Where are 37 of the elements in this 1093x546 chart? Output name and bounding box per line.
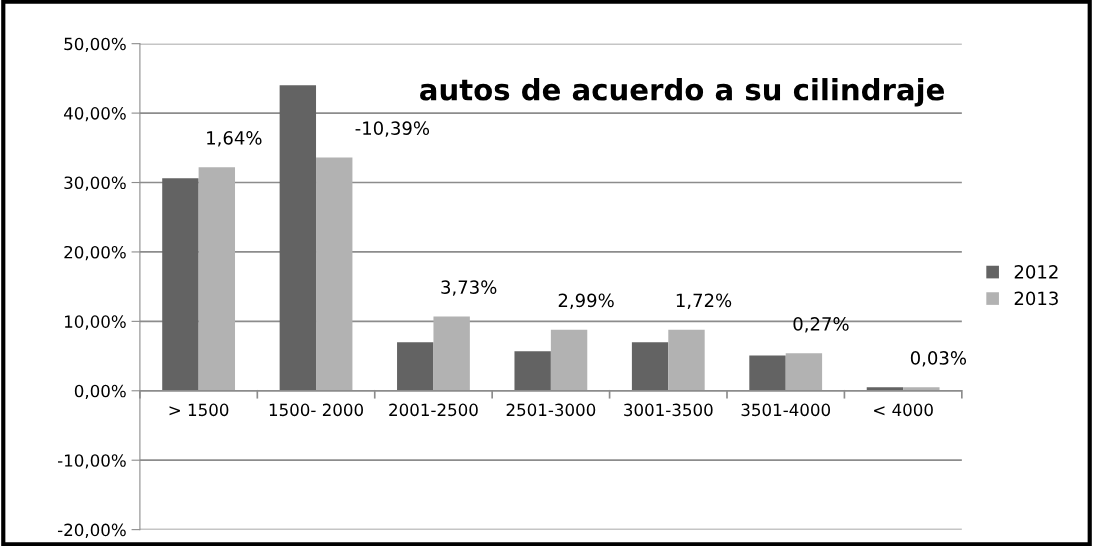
x-tick-label: 3001-3500 [624, 403, 713, 417]
bar [631, 342, 669, 391]
annotation: -10,39% [355, 121, 430, 137]
annotation: 0,27% [793, 317, 849, 333]
bar [785, 353, 823, 391]
x-tick-label: < 4000 [874, 403, 933, 417]
bar [316, 157, 353, 391]
x-tick-label: 1500- 2000 [269, 403, 363, 417]
annotation: 2,99% [558, 293, 614, 309]
y-tick-label: 30,00% [64, 176, 126, 191]
x-tick-label: 2501-3000 [506, 403, 596, 417]
bar [162, 178, 199, 391]
bar [550, 329, 588, 391]
bar [433, 316, 470, 391]
legend-label: 2012 [1014, 264, 1058, 279]
bar [514, 351, 551, 391]
y-tick-label: -20,00% [57, 523, 126, 538]
bar [668, 329, 705, 391]
annotation: 0,03% [910, 351, 967, 367]
x-tick-label: 2001-2500 [389, 403, 478, 417]
annotation: 3,73% [441, 280, 497, 296]
y-tick-label: 40,00% [63, 107, 126, 122]
bar [198, 167, 236, 391]
y-tick-label: 10,00% [64, 315, 126, 330]
bar [397, 342, 434, 391]
y-tick-label: 50,00% [64, 37, 126, 52]
bar [279, 85, 317, 391]
x-tick-label: > 1500 [169, 403, 229, 417]
annotation: 1,64% [207, 131, 262, 147]
y-tick-label: 0,00% [74, 384, 126, 400]
y-tick-label: 20,00% [64, 245, 126, 261]
bar [749, 355, 786, 391]
legend-label: 2013 [1014, 291, 1058, 306]
y-tick-label: -10,00% [57, 454, 126, 469]
text: autos de acuerdo a su cilindraje [420, 78, 944, 107]
x-tick-label: 3501-4000 [741, 403, 831, 417]
annotation: 1,72% [676, 293, 732, 309]
